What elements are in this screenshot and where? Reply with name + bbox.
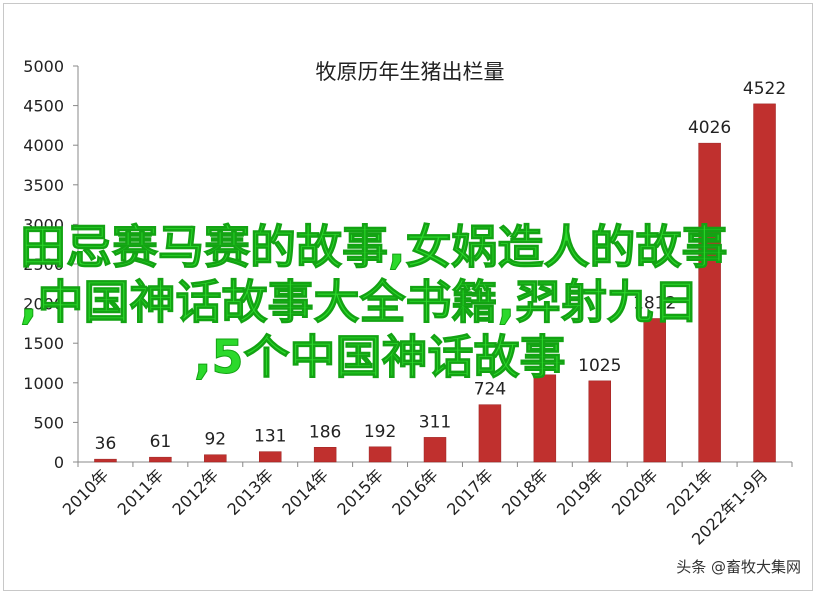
watermark: 头条 @畜牧大集网 [676, 558, 801, 576]
x-tick-label: 2015年 [333, 465, 387, 519]
bar [533, 374, 557, 463]
y-tick-label: 2500 [23, 255, 64, 274]
data-label: 61 [150, 432, 172, 452]
bar [423, 437, 447, 463]
x-tick-label: 2013年 [224, 465, 278, 519]
overlay-line-1: 田忌赛马赛的故事,女娲造人的故事 [19, 220, 728, 274]
x-tick-label: 2018年 [498, 465, 552, 519]
x-tick-label: 2017年 [443, 465, 497, 519]
x-tick-label: 2019年 [553, 465, 607, 519]
y-tick-label: 3500 [23, 176, 64, 195]
x-tick-label: 2011年 [114, 465, 168, 519]
bar [149, 456, 172, 463]
overlay-line-2: ,中国神话故事大全书籍,羿射九日 [20, 275, 700, 329]
y-tick-label: 3000 [23, 215, 64, 234]
x-tick-label: 2020年 [608, 465, 662, 519]
data-label: 1812 [633, 293, 676, 313]
y-tick-label: 2000 [23, 295, 64, 314]
data-label: 92 [204, 430, 226, 450]
bar [698, 142, 721, 463]
x-tick-label: 2010年 [59, 465, 113, 519]
bar [368, 446, 392, 463]
x-tick-label: 2016年 [388, 465, 442, 519]
x-tick-label: 2021年 [663, 465, 717, 519]
bar [643, 318, 666, 463]
bar [753, 103, 776, 463]
bar [313, 447, 337, 463]
data-label: 36 [95, 434, 117, 454]
chart-title: 牧原历年生猪出栏量 [315, 60, 505, 84]
y-tick-label: 1000 [23, 374, 64, 393]
data-label: 724 [474, 380, 506, 400]
chart-frame [3, 3, 813, 591]
bar [258, 451, 282, 463]
bar [478, 404, 502, 463]
data-label: 4522 [743, 79, 786, 99]
y-tick-label: 1500 [23, 334, 64, 353]
y-tick-label: 0 [54, 453, 64, 472]
data-label: 1025 [578, 356, 621, 376]
data-label: 311 [419, 412, 451, 432]
data-label: 186 [309, 422, 341, 442]
x-tick-label: 2014年 [278, 465, 332, 519]
y-tick-label: 5000 [23, 57, 64, 76]
overlay-line-3: ,5个中国神话故事 [193, 330, 566, 384]
y-tick-label: 500 [33, 413, 64, 432]
bar [588, 380, 612, 463]
x-tick-label: 2012年 [169, 465, 223, 519]
data-label: 131 [254, 427, 286, 447]
data-label: 192 [364, 422, 396, 442]
data-label: 4026 [688, 118, 731, 138]
bar [94, 458, 117, 463]
y-tick-label: 4500 [23, 97, 64, 116]
y-tick-label: 4000 [23, 136, 64, 155]
bar [204, 454, 227, 463]
